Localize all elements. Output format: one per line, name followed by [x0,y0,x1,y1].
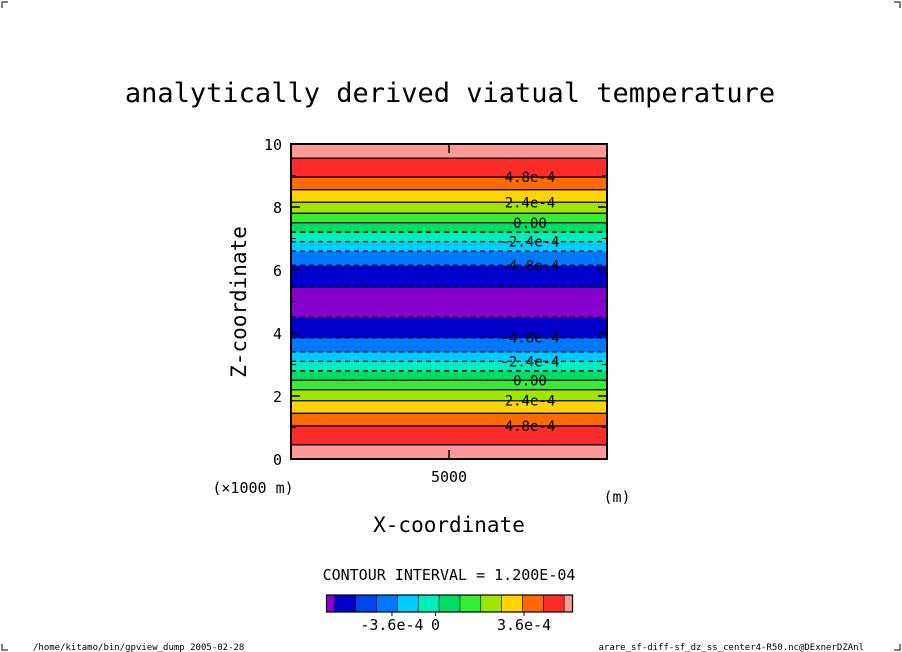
colorbar-cell-5 [417,594,440,613]
contour-label-0: 4.8e-4 [505,419,556,435]
x-unit-label: (m) [603,488,630,506]
colorbar-cell-10 [522,594,544,613]
y-tick-label-1: 2 [273,388,282,406]
contour-label-8: 2.4e-4 [505,195,556,211]
contour-label-9: 4.8e-4 [505,170,556,186]
y-tick-label-3: 6 [273,262,282,280]
shade-band-7 [291,361,607,372]
x-scale-note: (×1000 m) [212,479,293,497]
shade-band-12 [291,265,607,288]
shade-band-2 [291,413,607,427]
contour-label-6: -2.4e-4 [500,235,559,251]
shade-band-17 [291,213,607,224]
y-tick-label-0: 0 [273,451,282,469]
shade-band-3 [291,400,607,414]
x-axis: 5000 [431,144,467,486]
shade-band-5 [291,380,607,391]
footer-left: /home/kitamo/bin/gpview_dump 2005-02-28 [33,643,244,652]
colorbar-frame [325,594,574,613]
shade-band-10 [291,317,607,339]
colorbar-cell-1 [334,594,357,613]
colorbar-cell-3 [376,594,398,613]
colorbar-cell-2 [355,594,378,613]
contour-label-2: 0.00 [513,373,547,389]
shade-band-1 [291,425,607,446]
contour-label-5: -4.8e-4 [500,258,559,274]
y-tick-label-5: 10 [264,136,282,154]
contour-label-3: -2.4e-4 [500,354,559,370]
colorbar-cell-6 [438,594,461,613]
shade-band-16 [291,222,607,233]
colorbar-cell-9 [501,594,524,613]
shade-band-20 [291,177,607,191]
colorbar-tick-label-0: -3.6e-4 [360,616,423,634]
shade-band-18 [291,202,607,214]
contour-label-4: -4.8e-4 [500,331,559,347]
colorbar-tick-label-2: 3.6e-4 [497,616,551,634]
x-axis-label: X-coordinate [373,513,525,537]
contour-labels: 4.8e-4 2.4e-4 0.00 -2.4e-4 -4.8e-4 -4.8e-4 -2.… [500,170,559,435]
shade-band-4 [291,389,607,402]
shade-band-6 [291,370,607,381]
plot-area [291,144,607,460]
y-axis-label: Z-coordinate [227,226,251,378]
colorbar-cell-11 [543,594,565,613]
shade-band-15 [291,232,607,243]
colorbar: -3.6e-4 0 3.6e-4 [325,594,574,634]
colorbar-cell-7 [459,594,482,613]
shade-band-21 [291,158,607,178]
y-tick-label-4: 8 [273,199,282,217]
shade-band-11 [291,287,607,318]
contour-interval-text: CONTOUR INTERVAL = 1.200E-04 [323,566,576,584]
colorbar-cell-8 [480,594,503,613]
y-axis: 0 2 4 6 8 10 [264,136,607,469]
shade-band-19 [291,189,607,203]
shade-band-13 [291,251,607,266]
shade-band-9 [291,337,607,353]
colorbar-cell-0 [326,594,336,613]
shade-band-14 [291,241,607,252]
contour-label-1: 2.4e-4 [505,394,556,410]
chart-title: analytically derived viatual temperature [125,78,775,109]
colorbar-cell-4 [397,594,419,613]
footer-right: arare_sf-diff-sf_dz_ss_center4-R50.nc@DE… [598,643,864,652]
contour-lines [291,157,607,446]
contour-label-7: 0.00 [513,216,547,232]
y-tick-label-2: 4 [273,325,282,343]
shade-band-8 [291,351,607,362]
colorbar-tick-label-1: 0 [431,616,440,634]
colorbar-cell-12 [563,594,574,613]
x-tick-label-0: 5000 [431,468,467,486]
